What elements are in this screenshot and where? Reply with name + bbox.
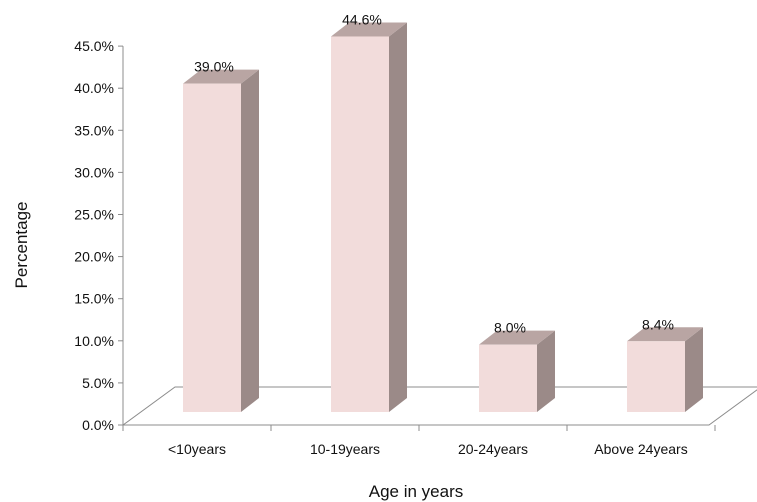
bar: 8.4% bbox=[627, 316, 703, 412]
data-label: 44.6% bbox=[342, 11, 382, 27]
x-tick-label: 20-24years bbox=[458, 441, 528, 457]
y-tick-label: 0.0% bbox=[82, 417, 114, 433]
bar-front-face bbox=[331, 36, 389, 413]
y-axis-title: Percentage bbox=[12, 202, 31, 289]
y-tick-label: 5.0% bbox=[82, 375, 114, 391]
bar-side-face bbox=[537, 330, 555, 412]
bar-front-face bbox=[627, 341, 685, 412]
y-axis: 0.0% 5.0% 10.0% 15.0% 20.0% 25.0% 30.0% 35.0% 40… bbox=[74, 38, 124, 433]
bar-side-face bbox=[685, 327, 703, 412]
bar-side-face bbox=[389, 22, 407, 413]
x-axis: <10years 10-19years 20-24years Above 24year… bbox=[122, 424, 716, 457]
y-tick-label: 10.0% bbox=[74, 333, 114, 349]
y-tick-label: 40.0% bbox=[74, 80, 114, 96]
x-axis-title: Age in years bbox=[369, 482, 464, 501]
data-label: 8.4% bbox=[642, 316, 674, 332]
y-tick-label: 20.0% bbox=[74, 249, 114, 265]
y-tick-label: 35.0% bbox=[74, 122, 114, 138]
y-tick-label: 25.0% bbox=[74, 207, 114, 223]
bars: 39.0% 44.6% 8.0% 8.4% bbox=[183, 11, 703, 413]
x-tick-label: Above 24years bbox=[594, 441, 687, 457]
y-tick-label: 45.0% bbox=[74, 38, 114, 54]
bar-front-face bbox=[479, 344, 537, 412]
bar-top-face bbox=[479, 330, 555, 345]
bar: 39.0% bbox=[183, 59, 259, 413]
data-label: 39.0% bbox=[194, 59, 234, 75]
x-tick-label: 10-19years bbox=[310, 441, 380, 457]
bar-top-face bbox=[627, 327, 703, 342]
x-tick-label: <10years bbox=[168, 441, 226, 457]
bar-front-face bbox=[183, 83, 241, 413]
bar-side-face bbox=[241, 69, 259, 413]
y-tick-label: 30.0% bbox=[74, 164, 114, 180]
bar-top-face bbox=[183, 69, 259, 84]
bar-top-face bbox=[331, 22, 407, 37]
y-tick-label: 15.0% bbox=[74, 291, 114, 307]
bar: 8.0% bbox=[479, 320, 555, 412]
data-label: 8.0% bbox=[494, 320, 526, 336]
bar: 44.6% bbox=[331, 11, 407, 413]
